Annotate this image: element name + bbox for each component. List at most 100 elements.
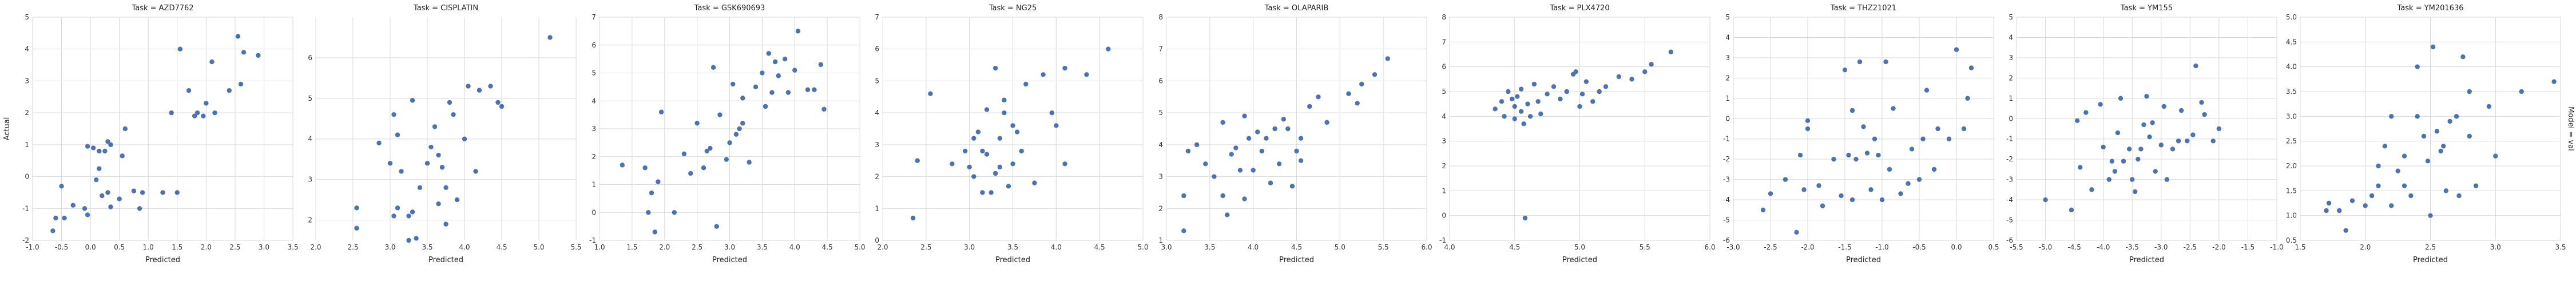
data-point xyxy=(105,190,110,195)
data-point xyxy=(1864,151,1870,156)
data-point xyxy=(2133,189,2138,195)
data-point xyxy=(82,206,88,211)
data-point xyxy=(727,140,732,145)
data-point xyxy=(2343,228,2348,233)
data-point xyxy=(818,62,823,68)
data-point xyxy=(1224,212,1230,217)
data-point xyxy=(1010,123,1015,128)
data-point xyxy=(140,190,145,195)
x-tick-label: -3.0 xyxy=(1726,243,1740,251)
data-point xyxy=(2324,208,2329,213)
y-tick-label: 5 xyxy=(1725,13,1730,21)
data-point xyxy=(795,29,801,34)
y-tick-label: 7 xyxy=(1158,45,1163,53)
data-point xyxy=(1590,99,1595,104)
y-tick-label: 3 xyxy=(25,77,29,85)
data-point xyxy=(2164,177,2170,182)
data-point xyxy=(915,158,920,163)
y-tick-label: 1 xyxy=(592,181,596,189)
data-point xyxy=(1054,123,1059,128)
data-point xyxy=(105,139,110,144)
data-point xyxy=(414,236,419,241)
data-point xyxy=(2158,143,2164,148)
data-point xyxy=(2106,177,2111,182)
panel-8: -5.5 -5.0 -4.5 -4.0 -3.5 -3.0 -2.5 -2.0 -1.5 -1.0… xyxy=(2006,4,2284,264)
data-point xyxy=(1237,168,1243,173)
data-point xyxy=(1931,167,1937,172)
data-point xyxy=(2190,132,2196,137)
y-tick-label: -1 xyxy=(1439,236,1446,244)
data-point xyxy=(1518,109,1524,114)
data-point xyxy=(1968,65,1974,70)
y-tick-label: 4 xyxy=(875,109,879,117)
panel-title: Task = OLAPARIB xyxy=(1264,4,1329,13)
y-tick-label: 5 xyxy=(1158,109,1163,117)
data-point xyxy=(1551,84,1557,89)
data-point xyxy=(1946,136,1952,141)
data-point xyxy=(137,206,142,211)
data-point xyxy=(1816,183,1821,188)
data-point xyxy=(2460,54,2466,60)
data-point xyxy=(1372,72,1378,77)
data-point xyxy=(962,148,968,154)
x-tick-label: 3.0 xyxy=(2490,243,2501,251)
y-tick-label: 1 xyxy=(1158,236,1163,244)
y-tick-label: -6 xyxy=(2006,236,2013,244)
data-point xyxy=(1525,101,1530,106)
panel-title: Task = YM155 xyxy=(2120,4,2173,13)
data-point xyxy=(642,165,648,171)
data-point xyxy=(354,225,359,231)
data-point xyxy=(2389,114,2394,119)
x-tick-label: 2.0 xyxy=(201,243,212,251)
y-tick-label: -1 xyxy=(589,236,596,244)
data-point xyxy=(131,188,137,193)
data-point xyxy=(1768,191,1773,196)
x-tick-label: 3.0 xyxy=(1161,243,1172,251)
data-point xyxy=(241,50,247,55)
x-tick-label: 3.5 xyxy=(2555,243,2566,251)
panel-3: 1.0 1.5 2.0 2.5 3.0 3.5 4.0 4.5 5.0 -1 0 1 2 3 4 5 6 7 Tas… xyxy=(589,4,866,264)
data-point xyxy=(50,228,55,233)
y-tick-label: 4 xyxy=(2009,33,2013,41)
data-point xyxy=(1839,193,1844,199)
x-tick-label: 4.5 xyxy=(822,243,833,251)
data-point xyxy=(2382,144,2388,149)
y-tick-label: -6 xyxy=(1723,236,1730,244)
data-point xyxy=(2112,169,2118,174)
data-point xyxy=(2202,112,2207,117)
data-point xyxy=(649,190,654,196)
data-point xyxy=(204,101,209,106)
x-tick-label: -0.5 xyxy=(1912,243,1926,251)
data-point xyxy=(462,136,467,141)
data-point xyxy=(1185,148,1191,154)
data-point xyxy=(681,151,687,157)
data-point xyxy=(1920,136,1926,141)
data-point xyxy=(1281,117,1286,122)
x-tick-label: -5.0 xyxy=(2039,243,2052,251)
panel-title: Task = THZ21021 xyxy=(1830,4,1896,13)
y-tick-label: 3.5 xyxy=(2286,88,2297,96)
x-tick-label: -1.0 xyxy=(1875,243,1888,251)
data-point xyxy=(1346,91,1351,96)
data-point xyxy=(1535,99,1541,104)
y-tick-label: 3 xyxy=(1725,54,1730,62)
x-tick-label: -2.0 xyxy=(1801,243,1814,251)
data-point xyxy=(1954,47,1959,52)
panel-title: Task = YM201636 xyxy=(2397,4,2464,13)
data-point xyxy=(1629,77,1634,82)
x-tick-label: 3.5 xyxy=(1204,243,1215,251)
data-point xyxy=(192,113,197,118)
data-point xyxy=(1868,187,1874,192)
data-point xyxy=(1906,181,1911,186)
data-point xyxy=(94,177,99,183)
x-tick-label: -4.5 xyxy=(2067,243,2081,251)
panel-4: 2.0 2.5 3.0 3.5 4.0 4.5 5.0 0 1 2 3 4 5 6 7 Task = NG25… xyxy=(875,4,1148,264)
x-tick-label: 2.5 xyxy=(229,243,240,251)
data-point xyxy=(694,121,700,126)
data-point xyxy=(2415,64,2420,69)
data-point xyxy=(724,157,729,162)
data-point xyxy=(436,152,441,158)
data-point xyxy=(97,148,102,154)
data-point xyxy=(1801,187,1807,192)
data-point xyxy=(2389,203,2394,208)
